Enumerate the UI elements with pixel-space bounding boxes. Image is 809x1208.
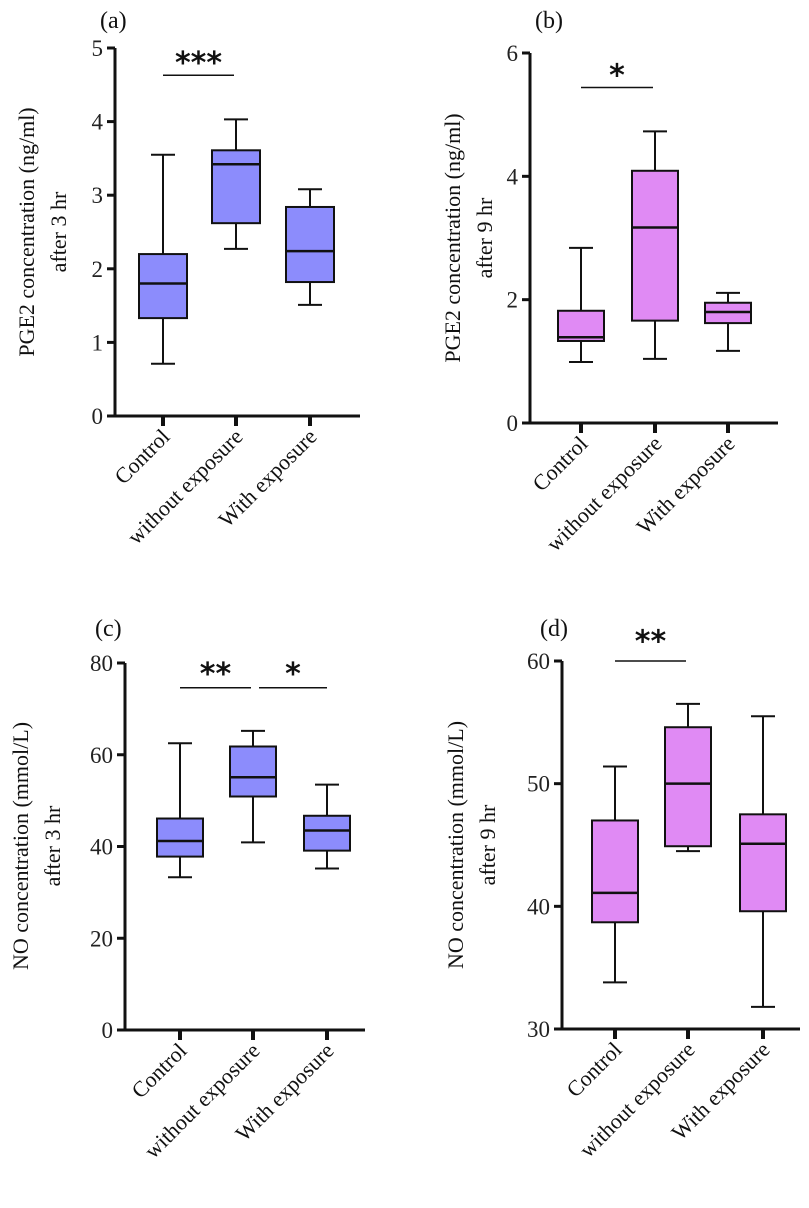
y-tick-label: 4 <box>92 110 104 135</box>
y-tick-label: 0 <box>92 404 104 429</box>
y-axis-label-line1: NO concentration (mmol/L) <box>443 721 468 969</box>
y-tick-label: 60 <box>90 743 113 768</box>
y-tick-label: 40 <box>527 894 550 919</box>
y-tick-label: 0 <box>102 1018 114 1043</box>
box-without-exposure <box>631 130 679 360</box>
iqr-box <box>664 726 712 848</box>
iqr-box <box>591 819 639 924</box>
box-without-exposure <box>664 702 712 853</box>
panel-label: (c) <box>95 616 122 642</box>
y-axis-label: NO concentration (mmol/L) after 9 hr <box>443 721 500 969</box>
iqr-box <box>211 149 261 225</box>
iqr-box <box>631 169 679 322</box>
box-with-exposure <box>704 291 752 352</box>
significance-label: *** <box>175 46 222 81</box>
box-with-exposure <box>303 783 351 870</box>
y-axis-label: NO concentration (mmol/L) after 3 hr <box>8 722 65 970</box>
panel-label: (d) <box>540 616 568 642</box>
iqr-box <box>138 253 188 320</box>
iqr-box <box>303 814 351 852</box>
x-tick-label: Control <box>561 1037 626 1102</box>
panel-label: (a) <box>100 8 127 34</box>
panel-c: (c) NO concentration (mmol/L) after 3 hr 0 2… <box>8 616 365 1163</box>
panel-b: (b) PGE2 concentration (ng/ml) after 9 hr 0… <box>440 8 778 556</box>
y-axis-label-line2: after 9 hr <box>475 804 500 885</box>
panel-d: (d) NO concentration (mmol/L) after 9 hr 30… <box>443 616 800 1162</box>
y-axis-label: PGE2 concentration (ng/ml) after 3 hr <box>14 107 71 356</box>
y-axis-label: PGE2 concentration (ng/ml) after 9 hr <box>440 113 497 362</box>
y-axis-label-line1: PGE2 concentration (ng/ml) <box>440 113 465 362</box>
box-control <box>156 742 204 879</box>
y-tick-label: 5 <box>92 36 104 61</box>
box-control <box>557 246 605 363</box>
iqr-box <box>156 817 204 858</box>
box-with-exposure <box>739 715 787 1008</box>
y-axis-label-line2: after 9 hr <box>472 197 497 278</box>
iqr-box <box>285 205 335 284</box>
box-with-exposure <box>285 188 335 306</box>
y-axis-label-line2: after 3 hr <box>40 805 65 886</box>
significance-label: ** <box>200 657 232 692</box>
y-tick-label: 20 <box>90 926 113 951</box>
y-tick-label: 3 <box>92 183 104 208</box>
panel-a: (a) PGE2 concentration (ng/ml) after 3 hr 0… <box>14 8 360 549</box>
y-tick-label: 4 <box>507 164 519 189</box>
box-control <box>591 765 639 984</box>
x-tick-label: Control <box>109 424 174 489</box>
y-tick-label: 2 <box>507 288 519 313</box>
x-tick-label: Control <box>126 1038 191 1103</box>
y-axis-label-line2: after 3 hr <box>46 191 71 272</box>
iqr-box <box>229 745 277 798</box>
panel-label: (b) <box>535 8 563 34</box>
significance-label: * <box>285 657 301 692</box>
iqr-box <box>739 813 787 913</box>
significance-label: * <box>609 59 625 94</box>
y-tick-label: 30 <box>527 1017 550 1042</box>
y-tick-label: 1 <box>92 330 104 355</box>
x-tick-label: Control <box>527 431 592 496</box>
y-axis-label-line1: PGE2 concentration (ng/ml) <box>14 107 39 356</box>
iqr-box <box>557 309 605 342</box>
y-tick-label: 50 <box>527 772 550 797</box>
box-control <box>138 153 188 365</box>
box-without-exposure <box>211 118 261 250</box>
significance-label: ** <box>635 625 667 660</box>
box-without-exposure <box>229 729 277 844</box>
y-tick-label: 6 <box>507 41 519 66</box>
y-tick-label: 40 <box>90 835 113 860</box>
y-tick-label: 2 <box>92 257 104 282</box>
y-tick-label: 0 <box>507 411 519 436</box>
y-tick-label: 80 <box>90 651 113 676</box>
y-axis-label-line1: NO concentration (mmol/L) <box>8 722 33 970</box>
y-tick-label: 60 <box>527 649 550 674</box>
